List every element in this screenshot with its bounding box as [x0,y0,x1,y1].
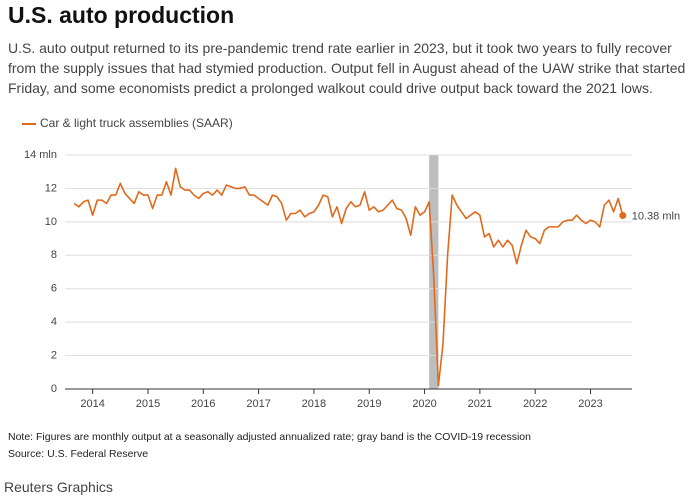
end-label: 10.38 mln [632,210,680,222]
y-tick-label: 10 [45,216,57,228]
subtitle: U.S. auto output returned to its pre-pan… [8,40,686,96]
data-line [73,167,624,387]
credit: Reuters Graphics [4,479,113,495]
title: U.S. auto production [8,2,235,28]
x-tick-label: 2014 [80,398,104,410]
note: Note: Figures are monthly output at a se… [8,431,531,443]
x-tick-label: 2022 [523,398,547,410]
y-tick-label: 6 [51,283,57,295]
x-tick-label: 2023 [578,398,602,410]
y-tick-label: 2 [51,349,57,361]
y-tick-label: 14 mln [24,149,57,161]
end-point [619,212,627,220]
x-tick-label: 2018 [302,398,326,410]
y-tick-label: 12 [45,182,57,194]
chart: Car & light truck assemblies (SAAR) 0 2 4 6 8… [22,116,680,410]
y-tick-label: 0 [51,383,57,395]
x-tick-label: 2017 [246,398,270,410]
x-tick-label: 2021 [468,398,492,410]
legend-label: Car & light truck assemblies (SAAR) [40,116,233,130]
y-tick-label: 8 [51,249,57,261]
x-tick-label: 2016 [191,398,215,410]
y-tick-label: 4 [51,316,57,328]
x-tick-label: 2015 [136,398,160,410]
source: Source: U.S. Federal Reserve [8,448,149,460]
x-tick-label: 2020 [412,398,436,410]
x-tick-label: 2019 [357,398,381,410]
